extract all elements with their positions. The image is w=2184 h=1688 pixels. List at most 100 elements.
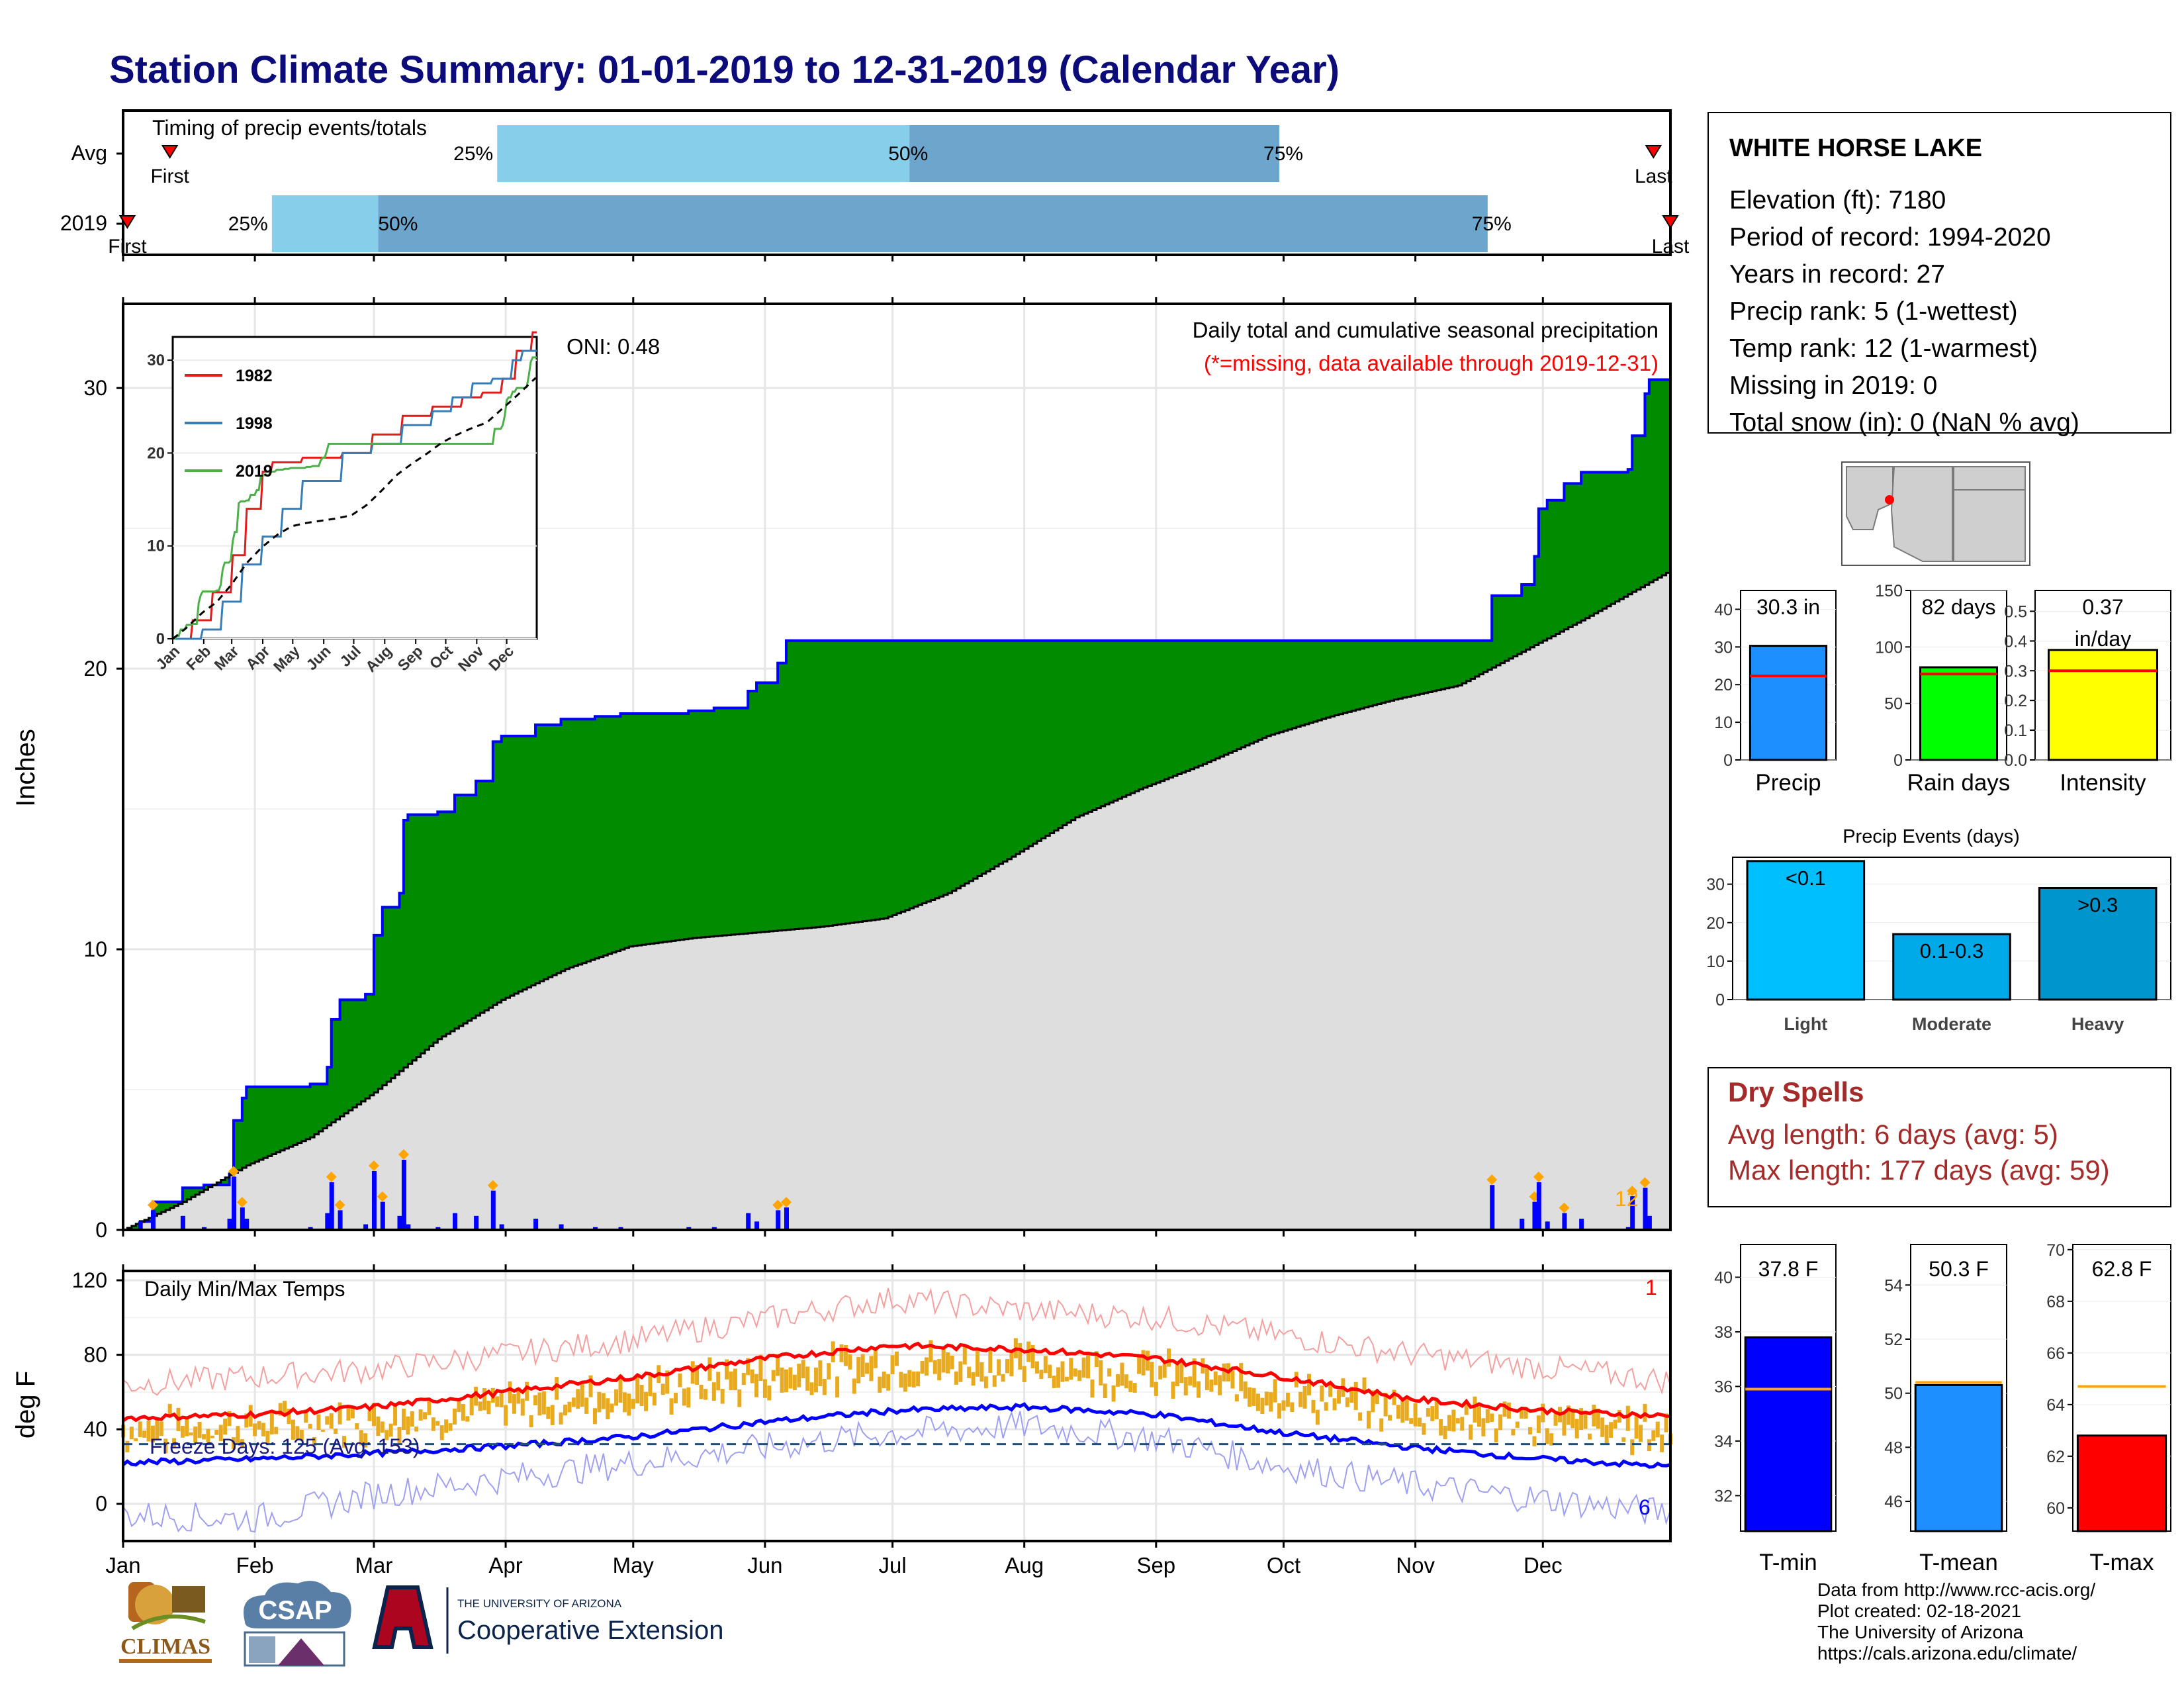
daily-temp-bar bbox=[537, 1392, 542, 1416]
daily-precip-bar bbox=[1647, 1215, 1652, 1230]
daily-temp-bar bbox=[1524, 1407, 1528, 1419]
daily-temp-bar bbox=[1647, 1439, 1651, 1452]
daily-temp-bar bbox=[1124, 1374, 1128, 1389]
daily-temp-bar bbox=[1515, 1421, 1520, 1428]
average-max-line bbox=[122, 1341, 1671, 1423]
record-max-line bbox=[122, 1288, 1671, 1396]
daily-temp-bar bbox=[1188, 1376, 1193, 1385]
daily-temp-bar bbox=[287, 1409, 291, 1425]
daily-temp-bar bbox=[762, 1379, 767, 1398]
daily-temp-bar bbox=[406, 1416, 410, 1435]
daily-temp-bar bbox=[435, 1421, 440, 1426]
daily-temp-bar bbox=[1418, 1417, 1422, 1427]
temp-bar-y-tick: 50 bbox=[1884, 1385, 1903, 1403]
daily-temp-bar bbox=[1107, 1368, 1112, 1377]
daily-temp-bar bbox=[1392, 1389, 1396, 1405]
daily-temp-bar bbox=[1413, 1403, 1418, 1427]
event-bar-label: <0.1 bbox=[1786, 867, 1826, 890]
precip-event-marker bbox=[228, 1166, 239, 1177]
daily-temp-bar bbox=[397, 1427, 402, 1444]
daily-temp-bar bbox=[401, 1408, 406, 1430]
daily-temp-bar bbox=[1209, 1380, 1214, 1392]
daily-temp-bar bbox=[550, 1405, 555, 1425]
first-label: First bbox=[108, 236, 147, 258]
daily-precip-bar bbox=[1536, 1182, 1541, 1230]
daily-temp-bar bbox=[1655, 1421, 1660, 1438]
daily-temp-bar bbox=[1120, 1362, 1124, 1386]
daily-temp-bar bbox=[1154, 1382, 1158, 1396]
daily-temp-bar bbox=[1324, 1402, 1328, 1411]
daily-precip-bar bbox=[592, 1227, 598, 1230]
daily-temp-bar bbox=[504, 1405, 508, 1426]
station-info-line: Years in record: 27 bbox=[1729, 260, 1945, 289]
daily-temp-bar bbox=[682, 1388, 686, 1406]
daily-temp-bar bbox=[499, 1393, 504, 1407]
mini-bar-y-tick: 0 bbox=[1723, 751, 1733, 770]
daily-temp-bar bbox=[342, 1436, 346, 1448]
daily-temp-bar bbox=[1081, 1357, 1086, 1378]
daily-temp-bar bbox=[1307, 1374, 1312, 1395]
daily-temp-bar bbox=[427, 1399, 432, 1415]
month-axis: Jan Feb Mar Apr May Jun Jul Aug Sep Oct Nov Dec bbox=[105, 1264, 1563, 1577]
daily-temp-bar bbox=[393, 1403, 398, 1426]
daily-temp-bar bbox=[1511, 1429, 1516, 1436]
daily-precip-bar bbox=[406, 1224, 411, 1230]
daily-temp-bar bbox=[1137, 1356, 1142, 1374]
daily-temp-bar bbox=[355, 1423, 359, 1430]
precip-event-marker bbox=[1486, 1174, 1498, 1186]
daily-temp-bar bbox=[559, 1412, 563, 1425]
daily-temp-bar bbox=[1379, 1418, 1384, 1432]
daily-temp-bar bbox=[1400, 1400, 1405, 1423]
daily-temp-bar bbox=[729, 1371, 733, 1391]
daily-temp-bar bbox=[380, 1421, 385, 1433]
daily-temp-bar bbox=[325, 1416, 330, 1425]
events-y-tick: 20 bbox=[1706, 914, 1725, 933]
daily-temp-bar bbox=[338, 1402, 342, 1425]
daily-precip-bar bbox=[499, 1224, 504, 1230]
temp-bar-y-tick: 32 bbox=[1714, 1487, 1733, 1505]
daily-temp-bar bbox=[1477, 1402, 1481, 1427]
daily-temp-bar bbox=[129, 1427, 134, 1440]
daily-temp-bar bbox=[669, 1398, 674, 1415]
daily-temp-bar bbox=[193, 1426, 198, 1443]
temp-bar-chart: 60 62 64 66 68 70 62.8 F T-max bbox=[2046, 1241, 2171, 1575]
daily-temp-bar bbox=[453, 1408, 457, 1425]
temp-bar-label: T-min bbox=[1759, 1550, 1817, 1575]
daily-precip-bar bbox=[1579, 1219, 1584, 1230]
daily-temp-bar bbox=[376, 1416, 381, 1436]
daily-temp-bar bbox=[660, 1383, 665, 1395]
event-bar bbox=[2038, 886, 2158, 1001]
timing-pct-50: 50% bbox=[888, 143, 928, 165]
daily-temp-bar bbox=[431, 1417, 435, 1431]
precip-event-marker bbox=[334, 1199, 345, 1211]
daily-temp-bar bbox=[818, 1360, 823, 1387]
mini-bar-y-tick: 40 bbox=[1714, 600, 1733, 619]
daily-temp-bar bbox=[1052, 1376, 1056, 1388]
daily-temp-bar bbox=[142, 1430, 147, 1438]
y-tick-label: 120 bbox=[72, 1268, 107, 1292]
dry-spells-title: Dry Spells bbox=[1728, 1076, 1864, 1107]
daily-temp-bar bbox=[865, 1362, 870, 1374]
daily-temp-bar bbox=[1111, 1385, 1116, 1402]
daily-temp-bar bbox=[869, 1356, 874, 1382]
daily-temp-bar bbox=[1179, 1360, 1184, 1383]
inset-average-line bbox=[172, 377, 537, 640]
daily-temp-bar bbox=[1664, 1413, 1668, 1432]
daily-temp-bar bbox=[1651, 1430, 1656, 1441]
daily-temp-bar bbox=[159, 1421, 163, 1436]
temp-bar-y-tick: 60 bbox=[2046, 1499, 2065, 1518]
station-location-marker bbox=[1885, 495, 1894, 504]
logo-strip: CLIMAS CSAP THE UNIVERSITY OF ARIZONA Co… bbox=[106, 1575, 741, 1675]
mini-bar-chart: 0 10 20 30 40 30.3 in Precip bbox=[1714, 590, 1837, 796]
temp-bar-y-tick: 46 bbox=[1884, 1493, 1903, 1511]
daily-temp-bar bbox=[1371, 1390, 1375, 1413]
daily-temp-bar bbox=[1234, 1394, 1239, 1402]
temp-bar-y-tick: 38 bbox=[1714, 1323, 1733, 1342]
daily-temp-bar bbox=[1473, 1396, 1477, 1423]
daily-temp-bar bbox=[334, 1429, 338, 1434]
daily-temp-bar bbox=[809, 1382, 814, 1395]
daily-precip-bar bbox=[150, 1210, 156, 1230]
daily-temp-bar bbox=[461, 1403, 465, 1421]
mini-bar-y-tick: 0.0 bbox=[2004, 751, 2027, 770]
temp-bar-value: 37.8 F bbox=[1758, 1257, 1819, 1281]
